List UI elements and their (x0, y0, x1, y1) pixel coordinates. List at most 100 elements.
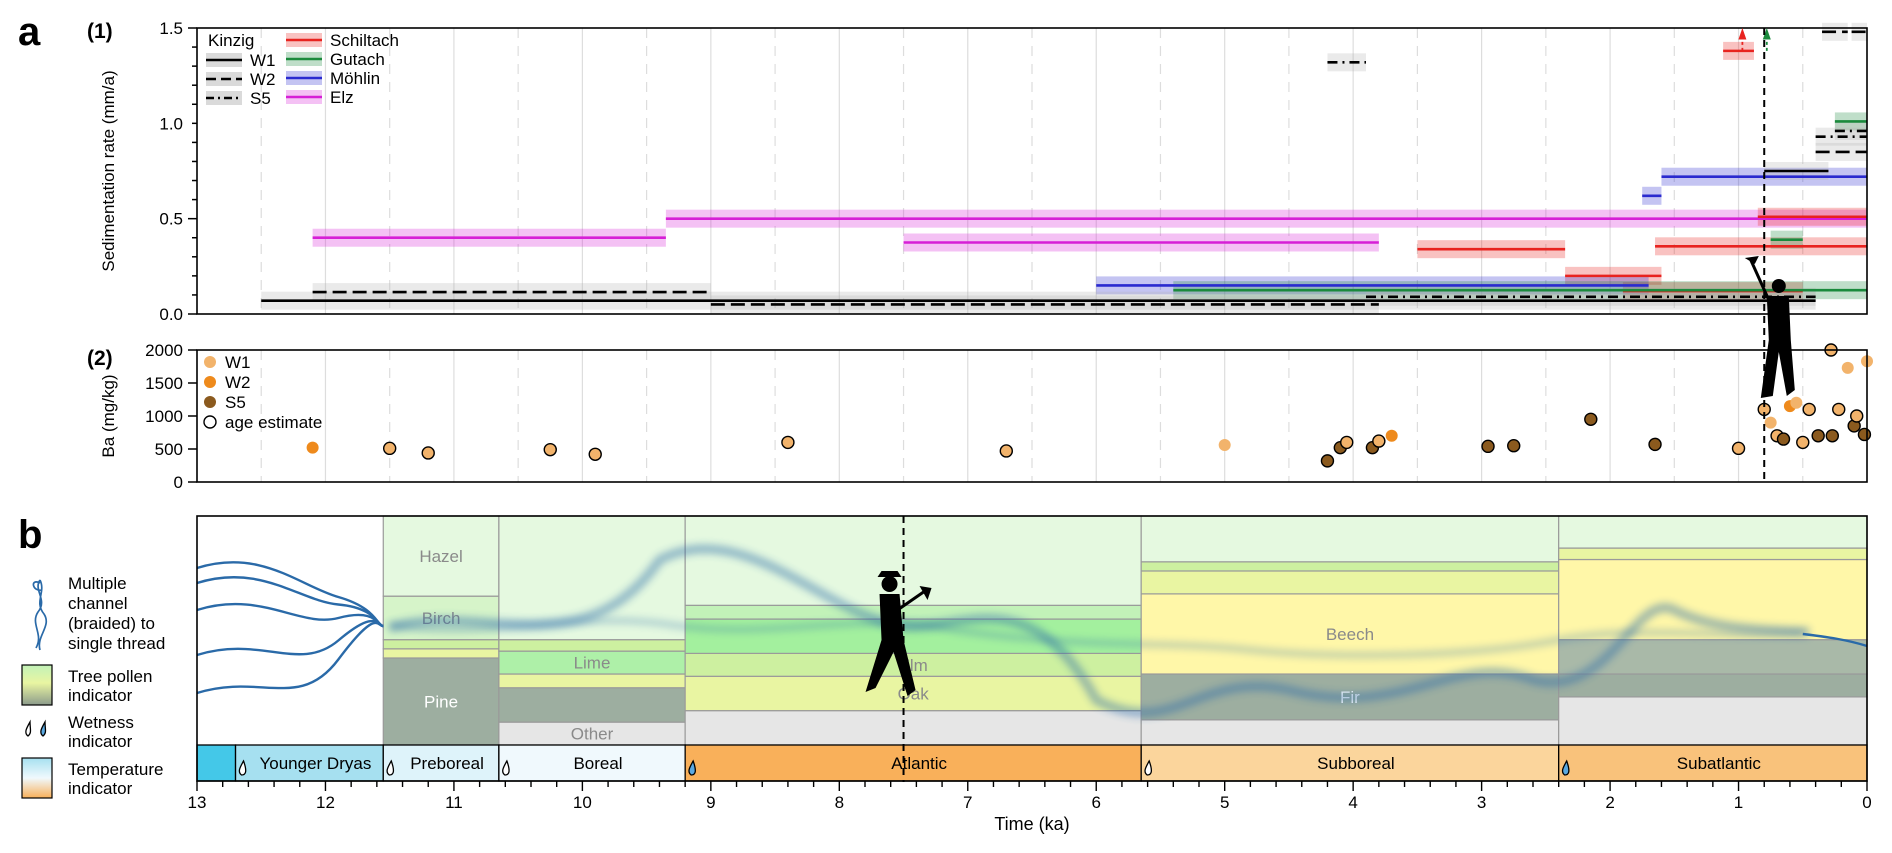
uncertainty-band (1327, 53, 1366, 72)
time-x-axis: 13 12 11 10 9 8 7 6 5 4 3 2 1 0 (188, 781, 1872, 812)
point-w1 (1218, 439, 1231, 452)
wetness-drop-icon (688, 759, 696, 776)
pollen-layer (1140, 593, 1560, 675)
sedimentation-y-axis: 0.0 0.5 1.0 1.5 (159, 19, 197, 324)
y-tick-label: 0.5 (159, 210, 183, 229)
x-tick-label: 4 (1348, 793, 1357, 812)
x-tick-label: 10 (573, 793, 592, 812)
point-w1 (1790, 396, 1803, 409)
legend-label: W2 (225, 373, 251, 392)
x-tick-label: 8 (835, 793, 844, 812)
pollen-label: Pine (424, 692, 458, 711)
y-tick-label: 2000 (145, 341, 183, 360)
pollen-layer (1558, 696, 1868, 746)
sedimentation-series (261, 30, 1867, 306)
point-w1 (781, 435, 795, 450)
braided-channel (196, 576, 384, 628)
legend-b-line-1: Multiple (68, 574, 127, 593)
point-w1 (1372, 434, 1386, 448)
period-band (196, 744, 237, 782)
legend-b-line-5: Tree pollen (68, 667, 152, 686)
legend-label: age estimate (225, 413, 322, 432)
silhouette-body (1760, 296, 1795, 398)
blurred-channel (389, 617, 1803, 659)
point-w1 (1764, 416, 1777, 429)
wetness-drop-icon (502, 759, 510, 776)
silhouette-head (881, 576, 898, 592)
x-tick-label: 5 (1220, 793, 1229, 812)
pollen-label: Beech (1326, 625, 1374, 644)
period-band (498, 744, 686, 782)
climate-periods: Younger Dryas Preboreal Boreal Atlantic Subb… (196, 744, 1868, 782)
barium-y-axis: 0 500 1000 1500 2000 (145, 341, 197, 492)
wetness-drop-icon (1144, 759, 1153, 776)
woodcutter-silhouette-icon (1744, 256, 1795, 398)
point-s5 (1825, 429, 1840, 443)
sedimentation-annotations (1738, 28, 1771, 51)
pollen-layer (382, 657, 500, 746)
silhouette-head (1771, 279, 1786, 293)
y-tick-label: 1.0 (159, 114, 183, 133)
point-w1 (588, 447, 602, 461)
point-s5 (1481, 439, 1495, 454)
pollen-layer (1558, 547, 1868, 561)
barium-points (306, 343, 1873, 468)
legend-point-swatch (203, 415, 217, 429)
period-label: Boreal (573, 754, 622, 773)
pollen-layer (1558, 515, 1868, 549)
pollen-layer (498, 673, 686, 689)
period-label: Younger Dryas (259, 754, 371, 773)
temperature-legend-swatch (21, 757, 53, 799)
barium-gridlines (196, 350, 1868, 482)
legend-b-line-7: Wetness (68, 713, 134, 732)
pollen-layer (1558, 673, 1868, 698)
point-w2 (306, 441, 319, 454)
point-s5 (1857, 427, 1872, 442)
axe-man-silhouette-icon (865, 571, 932, 696)
point-w1 (421, 446, 435, 460)
period-label: Preboreal (410, 754, 484, 773)
timeline-legend: Multiple channel (braided) to single thr… (21, 574, 165, 799)
legend-label: W1 (225, 353, 251, 372)
legend-b-line-10: indicator (68, 779, 133, 798)
period-label: Subboreal (1317, 754, 1395, 773)
y-tick-label: 0.0 (159, 305, 183, 324)
period-label: Atlantic (891, 754, 947, 773)
wetness-drop-icon (386, 759, 395, 776)
braided-channel (196, 561, 384, 628)
period-band (1558, 744, 1868, 782)
wetness-drop-icon (1561, 759, 1570, 776)
legend-label: Schiltach (330, 31, 399, 50)
legend-label: Gutach (330, 50, 385, 69)
silhouette-body (865, 594, 916, 696)
time-x-label: Time (ka) (994, 814, 1069, 834)
legend-point-swatch (204, 396, 216, 408)
pollen-layer (684, 710, 1142, 746)
y-tick-label: 1.5 (159, 19, 183, 38)
point-w1 (1850, 409, 1864, 423)
pollen-layer (382, 515, 500, 597)
point-w1 (1340, 435, 1354, 450)
x-tick-label: 6 (1091, 793, 1100, 812)
panel-label-b: b (18, 513, 42, 557)
legend-b-line-6: indicator (68, 686, 133, 705)
x-tick-label: 11 (445, 793, 463, 812)
panel-label-a: a (18, 10, 41, 54)
x-tick-label: 0 (1862, 793, 1871, 812)
timeline-frame (196, 515, 1868, 782)
panel-label-a1: (1) (87, 20, 113, 43)
pollen-layer (498, 639, 686, 652)
pollen-layer (498, 687, 686, 723)
point-s5 (1584, 412, 1598, 426)
silhouette-axe-head (919, 586, 932, 600)
y-tick-label: 1000 (145, 407, 183, 426)
pollen-label: Lime (574, 654, 611, 673)
wetness-drops-icon (25, 719, 47, 737)
legend-label: Elz (330, 88, 354, 107)
x-tick-label: 13 (188, 793, 207, 812)
y-tick-label: 500 (155, 440, 183, 459)
